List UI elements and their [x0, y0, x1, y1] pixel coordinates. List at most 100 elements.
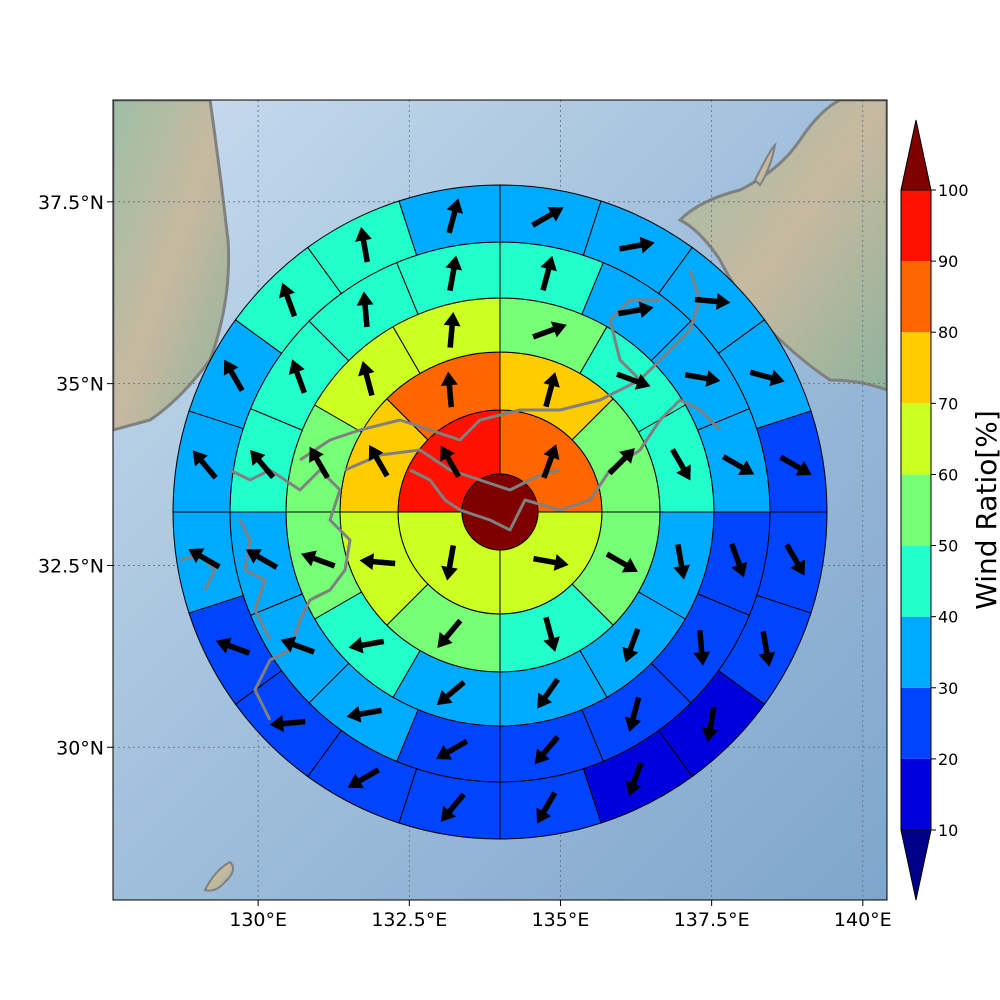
wind-arrow: [188, 548, 221, 570]
wind-arrow: [540, 255, 557, 292]
wind-sector: [398, 184, 501, 256]
coastline-segment: [238, 519, 272, 641]
korea-landmass: [113, 100, 231, 432]
wind-arrow: [443, 311, 461, 348]
colorbar-frame: [900, 189, 932, 831]
wind-arrow: [245, 549, 279, 570]
wind-arrow: [446, 198, 463, 234]
wind-arrow: [215, 637, 251, 656]
colorbar-tick-label: 20: [938, 750, 958, 769]
wind-arrow: [749, 369, 785, 387]
wind-arrows: [188, 198, 812, 824]
wind-arrow: [269, 715, 306, 732]
wind-arrow: [440, 445, 462, 478]
coastline-segment: [409, 398, 722, 532]
wind-arrow: [622, 628, 641, 663]
colorbar-tick-label: 10: [938, 821, 958, 840]
wind-arrow: [616, 371, 651, 390]
wind-arrow: [624, 696, 642, 733]
wind-arrow: [359, 553, 396, 571]
y-tick-label: 35°N: [56, 374, 104, 396]
wind-arrow: [280, 636, 315, 655]
colorbar-segment: [901, 758, 931, 830]
wind-arrow: [534, 735, 560, 765]
wind-arrow: [346, 705, 383, 723]
wind-arrow: [355, 226, 372, 263]
wind-arrow: [437, 618, 463, 648]
wind-arrow: [533, 554, 569, 571]
wind-arrow: [288, 359, 307, 394]
map-frame: [112, 99, 888, 901]
wind-arrow: [693, 630, 711, 666]
colorbar-extend-max: [900, 119, 932, 191]
wind-arrow: [531, 206, 564, 228]
colorbar-segment: [901, 403, 931, 475]
wind-arrow: [619, 236, 655, 254]
colorbar: 10 20 30 40 50 60 70 80 90 100: [900, 119, 969, 901]
wind-arrow: [440, 371, 458, 408]
wind-arrow: [694, 293, 731, 310]
x-tick-label: 130°E: [229, 909, 287, 931]
island: [203, 860, 235, 892]
colorbar-segment: [901, 190, 931, 262]
colorbar-segment: [901, 332, 931, 404]
wind-arrow: [368, 445, 390, 478]
y-tick-label: 32.5°N: [38, 555, 104, 577]
wind-arrow: [358, 360, 375, 397]
coastline-segment: [229, 468, 352, 721]
wind-arrow: [779, 454, 812, 476]
wind-arrow: [436, 680, 466, 706]
colorbar-segment: [901, 616, 931, 688]
colorbar-tick-label: 100: [938, 181, 969, 200]
wind-arrow: [250, 449, 276, 480]
wind-arrow: [301, 550, 336, 569]
wind-arrow: [625, 761, 644, 797]
x-tick-label: 135°E: [532, 909, 590, 931]
colorbar-tick-label: 80: [938, 323, 958, 342]
wind-arrow: [784, 543, 806, 576]
wind-arrow: [192, 450, 218, 480]
y-tick-label: 30°N: [56, 737, 104, 759]
colorbar-segment: [901, 474, 931, 546]
wind-arrow: [617, 301, 654, 319]
wind-arrow: [279, 282, 298, 318]
wind-arrow: [537, 677, 560, 709]
colorbar-segment: [901, 545, 931, 617]
wind-arrow: [532, 321, 567, 340]
coastline-segment: [299, 269, 702, 462]
colorbar-segment: [901, 261, 931, 333]
wind-arrow: [347, 767, 380, 789]
x-tick-label: 137.5°E: [674, 909, 750, 931]
wind-arrow: [445, 255, 463, 292]
wind-arrow: [356, 291, 374, 328]
y-axis: 37.5°N 35°N 32.5°N 30°N: [38, 192, 113, 759]
colorbar-tick-label: 50: [938, 537, 958, 556]
x-tick-label: 140°E: [834, 909, 892, 931]
colorbar-label: Wind Ratio[%]: [970, 410, 1000, 610]
wind-arrow: [441, 545, 458, 581]
colorbar-extend-min: [900, 829, 932, 901]
wind-arrow: [729, 543, 748, 578]
colorbar-tick-label: 40: [938, 608, 958, 627]
wind-arrow: [435, 738, 469, 760]
wind-arrow: [605, 551, 638, 573]
wind-arrow: [684, 370, 721, 387]
wind-arrow: [223, 359, 245, 392]
y-tick-label: 37.5°N: [38, 192, 104, 214]
x-axis: 130°E 132.5°E 135°E 137.5°E 140°E: [229, 900, 892, 931]
wind-arrow: [348, 636, 385, 654]
island: [753, 141, 777, 187]
wind-arrow: [701, 706, 719, 743]
colorbar-tick-label: 30: [938, 679, 958, 698]
wind-arrow: [543, 372, 560, 408]
wind-arrow: [536, 791, 558, 824]
wind-arrow: [541, 444, 560, 479]
colorbar-segment: [901, 687, 931, 759]
coastline-segment: [608, 298, 660, 382]
coastline-segment: [344, 448, 561, 492]
wind-arrow: [673, 543, 690, 580]
wind-arrow: [758, 631, 776, 667]
wind-arrow: [440, 792, 466, 822]
